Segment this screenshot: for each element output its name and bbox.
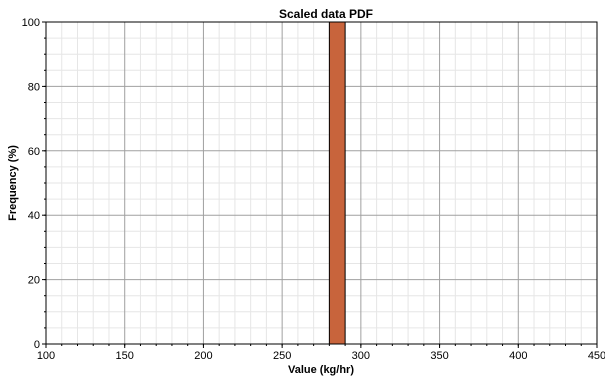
x-tick-label: 400: [509, 350, 527, 362]
x-axis: 100 150 200 250 300 350 400 450: [37, 344, 605, 362]
y-tick-label: 80: [28, 81, 40, 93]
x-tick-label: 200: [194, 350, 212, 362]
x-tick-label: 300: [352, 350, 370, 362]
y-tick-label: 0: [34, 339, 40, 351]
y-tick-label: 20: [28, 275, 40, 287]
chart-title: Scaled data PDF: [279, 7, 373, 21]
minor-grid: [46, 22, 597, 344]
x-tick-label: 350: [430, 350, 448, 362]
x-tick-label: 250: [273, 350, 291, 362]
x-tick-label: 450: [588, 350, 605, 362]
y-tick-label: 40: [28, 210, 40, 222]
x-tick-label: 100: [37, 350, 55, 362]
y-tick-label: 60: [28, 146, 40, 158]
y-axis: 0 20 40 60 80 100: [22, 17, 46, 351]
y-axis-label: Frequency (%): [7, 145, 19, 221]
bars: [328, 21, 346, 345]
y-tick-label: 100: [22, 17, 40, 29]
x-tick-label: 150: [116, 350, 134, 362]
histogram-bar: [328, 21, 346, 345]
x-axis-label: Value (kg/hr): [288, 364, 354, 376]
